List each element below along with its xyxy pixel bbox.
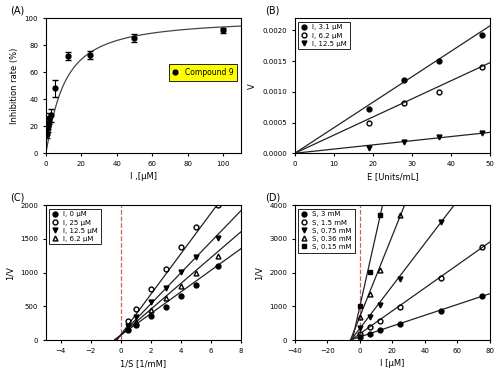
Text: (C): (C) — [10, 193, 25, 202]
Text: (D): (D) — [266, 193, 281, 202]
X-axis label: 1/S [1/mM]: 1/S [1/mM] — [120, 359, 166, 368]
X-axis label: E [Units/mL]: E [Units/mL] — [366, 172, 418, 181]
Text: (A): (A) — [10, 6, 25, 15]
Y-axis label: V: V — [248, 83, 257, 89]
Y-axis label: Inhibition rate (%): Inhibition rate (%) — [10, 47, 19, 124]
Text: (B): (B) — [266, 6, 280, 15]
Legend: I, 3.1 μM, I, 6.2 μM, I, 12.5 μM: I, 3.1 μM, I, 6.2 μM, I, 12.5 μM — [298, 22, 350, 49]
Legend: S, 3 mM, S, 1.5 mM, S, 0.75 mM, S, 0.36 mM, S, 0.15 mM: S, 3 mM, S, 1.5 mM, S, 0.75 mM, S, 0.36 … — [298, 209, 354, 252]
X-axis label: I [μM]: I [μM] — [380, 359, 404, 368]
Y-axis label: 1/V: 1/V — [6, 266, 15, 280]
X-axis label: I ,[μM]: I ,[μM] — [130, 172, 157, 181]
Legend: I, 0 μM, I, 25 μM, I, 12.5 μM, I, 6.2 μM: I, 0 μM, I, 25 μM, I, 12.5 μM, I, 6.2 μM — [49, 209, 100, 245]
Y-axis label: 1/V: 1/V — [254, 266, 264, 280]
Legend: Compound 9: Compound 9 — [168, 64, 237, 80]
